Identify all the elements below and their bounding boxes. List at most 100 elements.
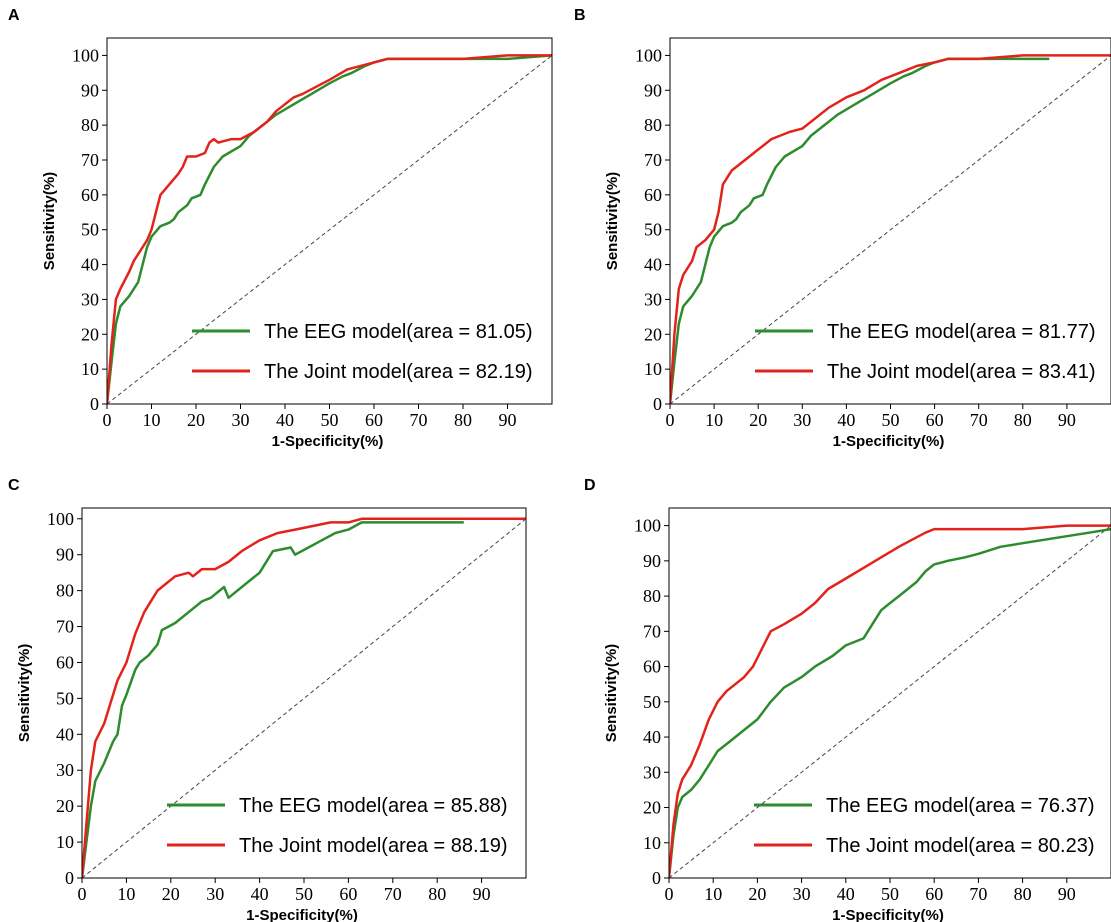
x-tick-label: 90 — [473, 884, 491, 904]
y-tick-label: 70 — [81, 150, 99, 170]
x-tick-label: 50 — [295, 884, 313, 904]
x-axis-title: 1-Specificity(%) — [272, 433, 384, 450]
x-tick-label: 40 — [276, 410, 294, 430]
y-axis-title: Sensitivity(%) — [603, 644, 620, 742]
roc-curve-joint — [107, 54, 552, 404]
chance-diagonal-line — [669, 525, 1111, 878]
y-tick-label: 80 — [81, 115, 99, 135]
x-tick-label: 70 — [410, 410, 428, 430]
x-tick-label: 10 — [117, 884, 135, 904]
y-tick-label: 80 — [643, 586, 661, 606]
roc-curve-eeg — [669, 527, 1111, 878]
y-tick-label: 10 — [81, 359, 99, 379]
roc-curve-eeg — [82, 521, 464, 878]
panel-a: A 0 10 20 30 40 50 60 70 80 90 0 10 20 30 40 50 60 70 80 90 1… — [8, 7, 553, 450]
x-tick-label: 0 — [103, 410, 112, 430]
legend-label-eeg: The EEG model(area = 85.88) — [239, 795, 507, 817]
y-tick-label: 90 — [56, 545, 74, 565]
panel-d: D 0 10 20 30 40 50 60 70 80 90 0 10 20 30 40 50 60 70 80 90 1… — [584, 477, 1111, 922]
y-tick-label: 0 — [65, 868, 74, 888]
x-tick-label: 90 — [1058, 410, 1076, 430]
y-tick-label: 60 — [644, 185, 662, 205]
y-tick-label: 0 — [653, 394, 662, 414]
x-tick-label: 80 — [1014, 410, 1032, 430]
x-tick-label: 60 — [926, 410, 944, 430]
legend-label-joint: The Joint model(area = 80.23) — [826, 835, 1095, 857]
y-tick-label: 50 — [56, 688, 74, 708]
x-tick-label: 80 — [428, 884, 446, 904]
x-tick-label: 0 — [666, 410, 675, 430]
legend-label-eeg: The EEG model(area = 76.37) — [826, 795, 1094, 817]
x-tick-label: 10 — [143, 410, 161, 430]
panel-c: C 0 10 20 30 40 50 60 70 80 90 0 10 20 30 40 50 60 70 80 90 1… — [8, 477, 527, 922]
x-tick-label: 0 — [78, 884, 87, 904]
y-tick-label: 100 — [72, 45, 99, 65]
panel-letter: D — [584, 477, 596, 494]
legend: The EEG model(area = 81.05) The Joint mod… — [192, 321, 533, 383]
y-tick-label: 20 — [81, 324, 99, 344]
y-tick-label: 80 — [644, 115, 662, 135]
x-tick-label: 30 — [206, 884, 224, 904]
y-tick-label: 90 — [643, 551, 661, 571]
x-tick-label: 90 — [499, 410, 517, 430]
x-tick-label: 40 — [251, 884, 269, 904]
y-tick-label: 30 — [81, 289, 99, 309]
plot-frame — [81, 507, 527, 879]
y-tick-label: 60 — [56, 652, 74, 672]
y-tick-label: 20 — [643, 798, 661, 818]
roc-curve-joint — [670, 54, 1111, 404]
y-tick-label: 50 — [644, 220, 662, 240]
x-tick-label: 70 — [384, 884, 402, 904]
y-tick-label: 100 — [634, 516, 661, 536]
y-tick-label: 10 — [56, 832, 74, 852]
x-tick-label: 60 — [365, 410, 383, 430]
x-tick-label: 20 — [187, 410, 205, 430]
legend: The EEG model(area = 76.37) The Joint mod… — [754, 795, 1095, 857]
x-tick-label: 70 — [970, 410, 988, 430]
x-tick-label: 40 — [837, 410, 855, 430]
y-tick-label: 0 — [90, 394, 99, 414]
legend-label-joint: The Joint model(area = 88.19) — [239, 835, 508, 857]
y-tick-label: 60 — [643, 657, 661, 677]
x-tick-label: 30 — [232, 410, 250, 430]
y-tick-label: 50 — [81, 220, 99, 240]
chance-diagonal-line — [670, 55, 1111, 404]
y-tick-label: 20 — [56, 796, 74, 816]
x-tick-label: 80 — [454, 410, 472, 430]
x-tick-label: 90 — [1058, 884, 1076, 904]
y-tick-label: 80 — [56, 581, 74, 601]
y-tick-label: 90 — [81, 80, 99, 100]
y-tick-label: 30 — [643, 762, 661, 782]
x-axis-title: 1-Specificity(%) — [833, 433, 945, 450]
panel-letter: A — [8, 7, 20, 24]
y-axis-title: Sensitivity(%) — [604, 172, 621, 270]
y-tick-label: 50 — [643, 692, 661, 712]
y-tick-label: 60 — [81, 185, 99, 205]
x-tick-label: 80 — [1014, 884, 1032, 904]
y-tick-label: 10 — [644, 359, 662, 379]
y-tick-label: 40 — [644, 255, 662, 275]
y-axis-title: Sensitivity(%) — [16, 644, 33, 742]
y-tick-label: 70 — [56, 617, 74, 637]
x-tick-label: 60 — [339, 884, 357, 904]
legend-label-eeg: The EEG model(area = 81.77) — [827, 321, 1095, 343]
plot-frame — [668, 507, 1111, 879]
x-tick-label: 0 — [665, 884, 674, 904]
x-tick-label: 30 — [793, 410, 811, 430]
x-tick-label: 40 — [837, 884, 855, 904]
x-tick-label: 10 — [704, 884, 722, 904]
legend: The EEG model(area = 81.77) The Joint mod… — [755, 321, 1096, 383]
y-tick-label: 20 — [644, 324, 662, 344]
chance-diagonal-line — [107, 55, 552, 404]
legend-label-joint: The Joint model(area = 82.19) — [264, 361, 533, 383]
y-tick-label: 100 — [635, 45, 662, 65]
x-tick-label: 20 — [162, 884, 180, 904]
x-tick-label: 60 — [925, 884, 943, 904]
y-tick-label: 40 — [643, 727, 661, 747]
plot-frame — [669, 37, 1111, 405]
y-tick-label: 40 — [56, 724, 74, 744]
y-axis-title: Sensitivity(%) — [41, 172, 58, 270]
y-tick-label: 70 — [644, 150, 662, 170]
x-tick-label: 10 — [705, 410, 723, 430]
